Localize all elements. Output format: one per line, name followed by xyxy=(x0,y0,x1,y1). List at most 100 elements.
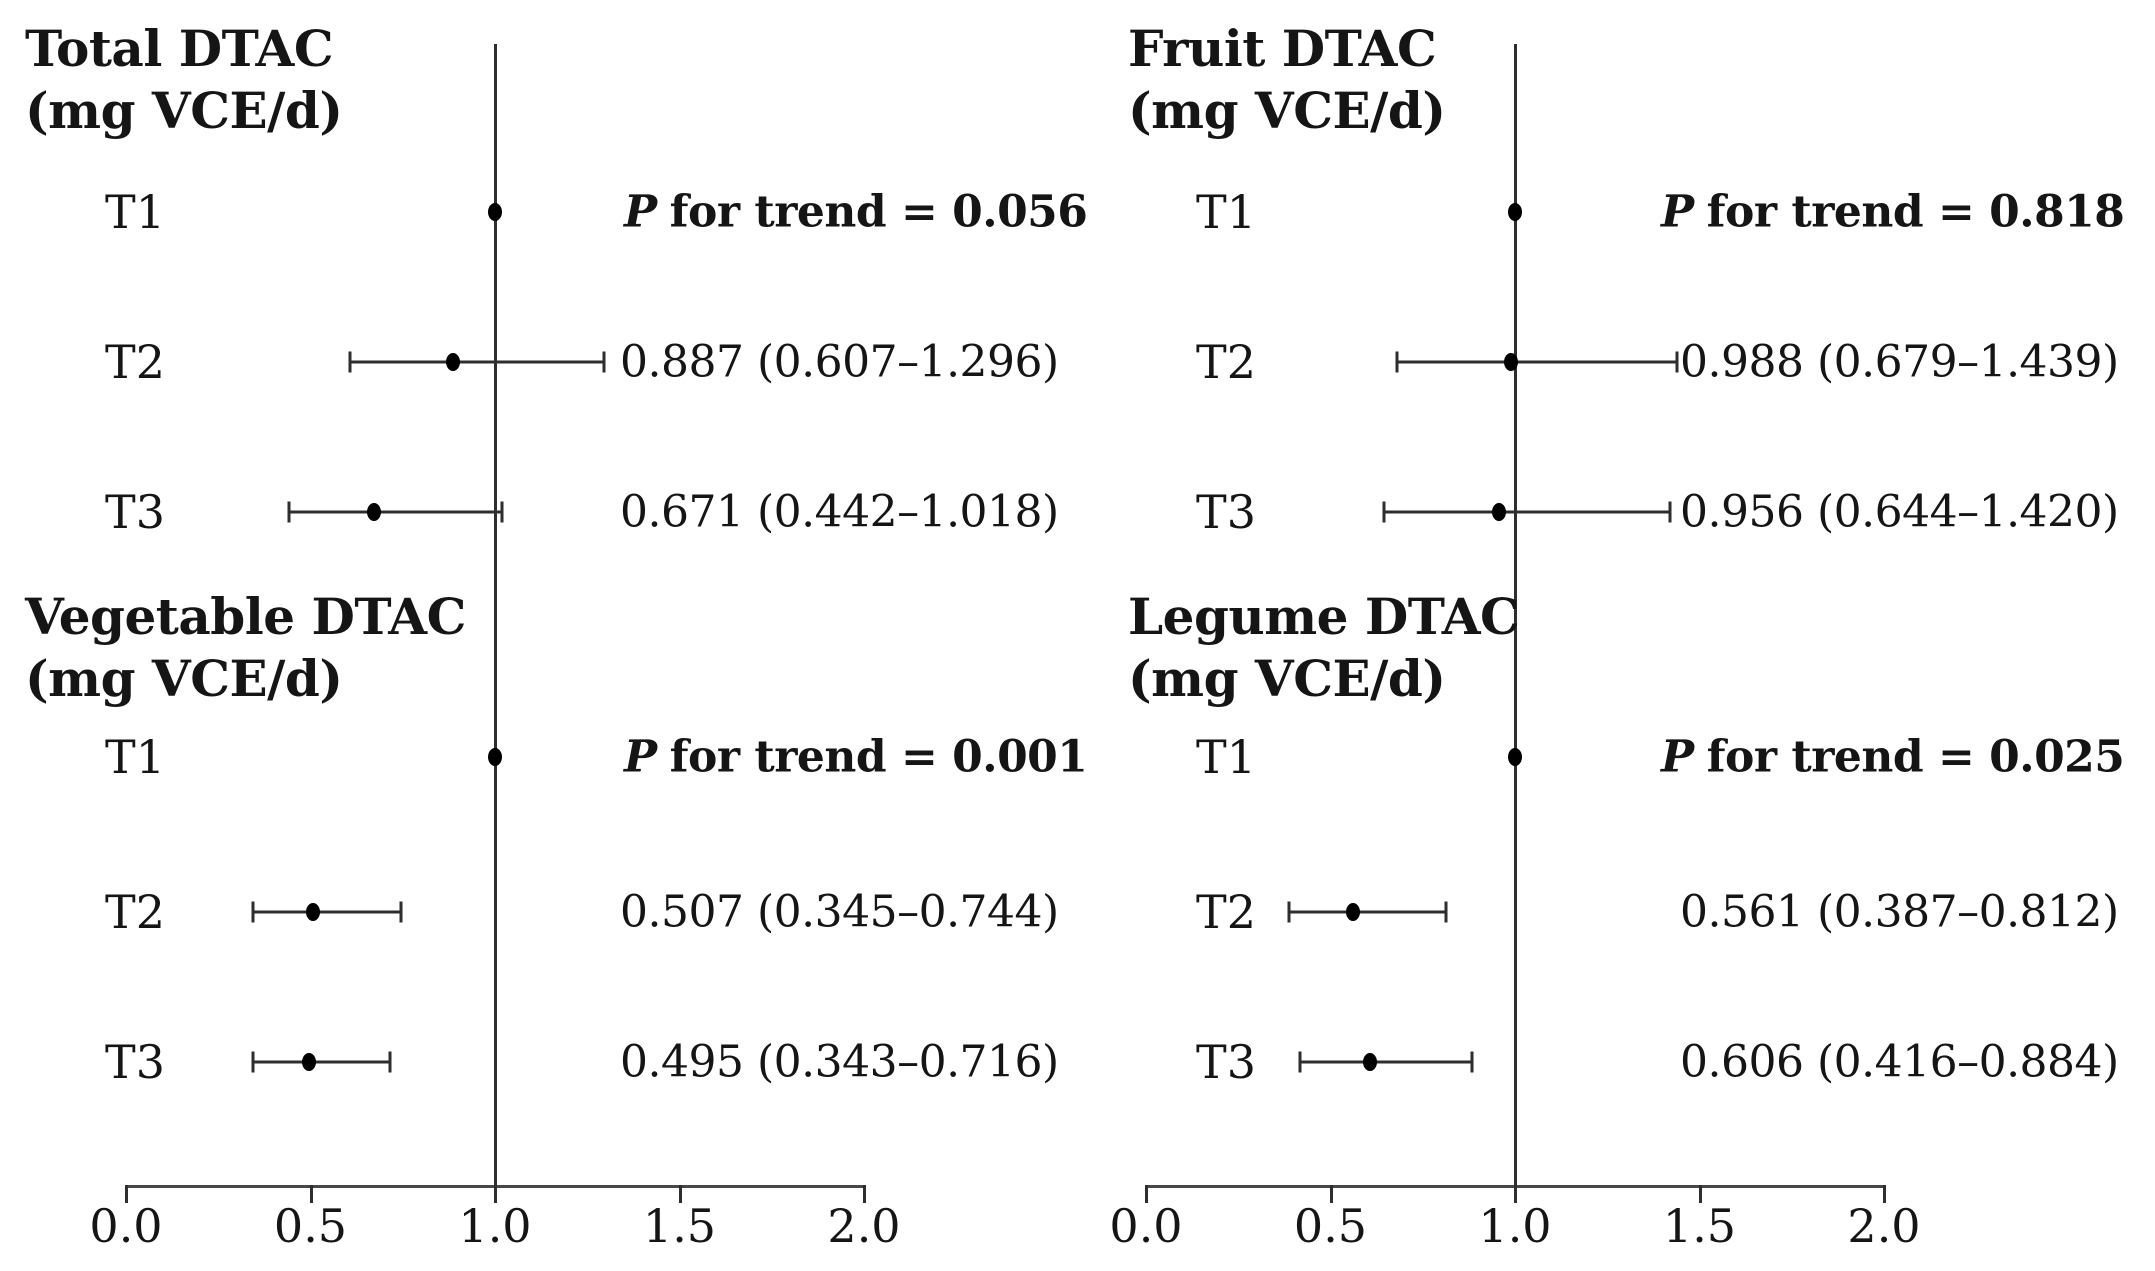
estimate-annotation: 0.956 (0.644–1.420) xyxy=(1680,486,2119,538)
ci-line xyxy=(1396,360,1677,364)
x-axis-tick xyxy=(1883,1185,1886,1203)
point-estimate-dot xyxy=(1508,748,1522,766)
x-axis-tick xyxy=(494,1185,497,1203)
point-estimate-dot xyxy=(366,503,381,521)
group-header: Total DTAC (mg VCE/d) xyxy=(25,18,343,142)
group-header: Vegetable DTAC (mg VCE/d) xyxy=(25,586,466,710)
ci-cap-low xyxy=(1287,901,1291,923)
tertile-label: T3 xyxy=(1196,485,1256,539)
x-axis-tick xyxy=(1698,1185,1702,1203)
x-axis-tick xyxy=(309,1185,313,1203)
p-symbol: P xyxy=(1661,731,1694,783)
x-axis-tick-label: 2.0 xyxy=(827,1199,901,1253)
point-estimate-dot xyxy=(488,748,502,766)
ci-cap-low xyxy=(1382,501,1386,523)
point-estimate-dot xyxy=(301,1053,316,1071)
tertile-label: T3 xyxy=(1196,1035,1256,1089)
point-estimate-dot xyxy=(1508,203,1522,221)
p-trend-text: for trend = 0.818 xyxy=(1706,186,2125,238)
reference-line xyxy=(494,44,497,1188)
tertile-label: T1 xyxy=(105,730,165,784)
x-axis-tick-label: 0.0 xyxy=(1109,1199,1183,1253)
p-symbol: P xyxy=(624,186,657,238)
p-symbol: P xyxy=(624,731,657,783)
x-axis-tick-label: 0.0 xyxy=(89,1199,163,1253)
x-axis-tick-label: 1.5 xyxy=(1662,1199,1737,1253)
tertile-label: T2 xyxy=(105,335,165,389)
estimate-annotation: 0.671 (0.442–1.018) xyxy=(620,486,1059,538)
group-subtitle: (mg VCE/d) xyxy=(25,81,343,140)
estimate-annotation: 0.507 (0.345–0.744) xyxy=(620,886,1059,938)
x-axis-tick xyxy=(1514,1185,1517,1203)
ci-line xyxy=(253,910,401,914)
p-trend-text: for trend = 0.025 xyxy=(1706,731,2125,783)
ci-line xyxy=(349,360,605,364)
x-axis-tick-label: 0.5 xyxy=(1293,1199,1368,1253)
tertile-label: T3 xyxy=(105,1035,165,1089)
ci-line xyxy=(1299,1060,1473,1064)
ci-cap-high xyxy=(602,351,606,373)
ci-cap-low xyxy=(251,901,255,923)
point-estimate-dot xyxy=(1491,503,1506,521)
tertile-label: T1 xyxy=(1196,185,1256,239)
tertile-label: T2 xyxy=(1196,885,1256,939)
group-subtitle: (mg VCE/d) xyxy=(1128,649,1446,708)
reference-line xyxy=(1514,44,1517,1188)
ci-cap-high xyxy=(1470,1051,1474,1073)
point-estimate-dot xyxy=(488,203,502,221)
ci-cap-low xyxy=(348,351,352,373)
x-axis-tick xyxy=(125,1185,128,1203)
x-axis-tick-label: 2.0 xyxy=(1847,1199,1921,1253)
group-title: Fruit DTAC xyxy=(1128,19,1437,78)
ci-cap-high xyxy=(1668,501,1672,523)
x-axis-tick xyxy=(1329,1185,1333,1203)
group-title: Total DTAC xyxy=(25,19,334,78)
ci-cap-low xyxy=(1395,351,1399,373)
ci-cap-low xyxy=(251,1051,255,1073)
group-subtitle: (mg VCE/d) xyxy=(25,649,343,708)
point-estimate-dot xyxy=(1346,903,1360,921)
tertile-label: T2 xyxy=(1196,335,1256,389)
tertile-label: T3 xyxy=(105,485,165,539)
x-axis-tick-label: 1.5 xyxy=(642,1199,717,1253)
estimate-annotation: 0.561 (0.387–0.812) xyxy=(1680,886,2119,938)
tertile-label: T1 xyxy=(1196,730,1256,784)
tertile-label: T2 xyxy=(105,885,165,939)
x-axis-tick-label: 1.0 xyxy=(458,1199,532,1253)
ci-cap-low xyxy=(1298,1051,1301,1073)
group-title: Legume DTAC xyxy=(1128,587,1520,646)
group-title: Vegetable DTAC xyxy=(25,587,466,646)
estimate-annotation: 0.887 (0.607–1.296) xyxy=(620,336,1059,388)
ci-cap-high xyxy=(1675,351,1679,373)
point-estimate-dot xyxy=(306,903,321,921)
estimate-annotation: 0.606 (0.416–0.884) xyxy=(1680,1036,2119,1088)
point-estimate-dot xyxy=(446,353,461,371)
tertile-label: T1 xyxy=(105,185,165,239)
group-subtitle: (mg VCE/d) xyxy=(1128,81,1446,140)
ci-line xyxy=(289,510,502,514)
point-estimate-dot xyxy=(1503,353,1518,371)
estimate-annotation: 0.495 (0.343–0.716) xyxy=(620,1036,1059,1088)
point-estimate-dot xyxy=(1362,1053,1377,1071)
x-axis-tick xyxy=(678,1185,682,1203)
group-header: Fruit DTAC (mg VCE/d) xyxy=(1128,18,1446,142)
p-trend-text: for trend = 0.001 xyxy=(669,731,1088,783)
x-axis-tick-label: 0.5 xyxy=(273,1199,348,1253)
x-axis-tick-label: 1.0 xyxy=(1478,1199,1552,1253)
ci-cap-low xyxy=(287,501,291,523)
group-header: Legume DTAC (mg VCE/d) xyxy=(1128,586,1520,710)
ci-cap-high xyxy=(388,1051,392,1073)
ci-line xyxy=(1383,510,1670,514)
ci-line xyxy=(1288,910,1446,914)
ci-cap-high xyxy=(1444,901,1448,923)
ci-line xyxy=(252,1060,391,1064)
estimate-annotation: 0.988 (0.679–1.439) xyxy=(1680,336,2119,388)
ci-cap-high xyxy=(399,901,403,923)
